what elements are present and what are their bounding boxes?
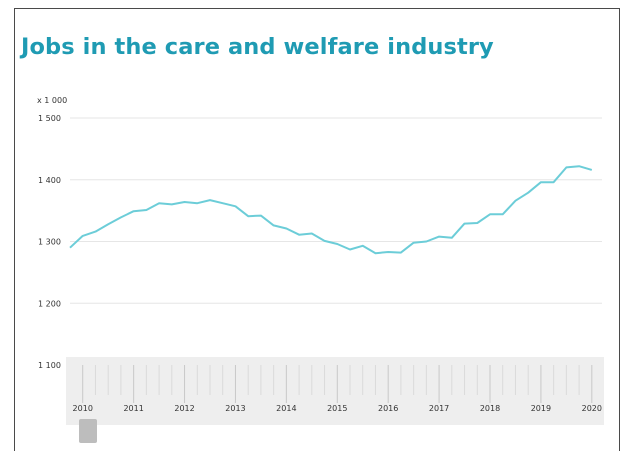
gridlines bbox=[70, 117, 602, 366]
y-tick-label: 1 500 bbox=[38, 114, 61, 123]
series-group bbox=[69, 165, 593, 255]
chart-title: Jobs in the care and welfare industry bbox=[21, 34, 494, 60]
navigator-background[interactable] bbox=[66, 357, 604, 425]
x-tick-label: 2019 bbox=[531, 404, 551, 413]
x-tick-label: 2011 bbox=[123, 404, 143, 413]
y-axis-unit-label: x 1 000 bbox=[37, 96, 67, 105]
x-tick-label: 2020 bbox=[582, 404, 602, 413]
x-tick-label: 2012 bbox=[174, 404, 194, 413]
x-tick-label: 2016 bbox=[378, 404, 398, 413]
chart-frame bbox=[14, 8, 620, 451]
x-tick-label: 2010 bbox=[73, 404, 93, 413]
y-tick-label: 1 300 bbox=[38, 238, 61, 247]
x-tick-label: 2017 bbox=[429, 404, 449, 413]
x-tick-label: 2018 bbox=[480, 404, 500, 413]
y-axis-labels: 1 100 1 200 1 300 1 400 1 500 bbox=[38, 114, 61, 370]
x-tick-label: 2013 bbox=[225, 404, 245, 413]
x-tick-label: 2014 bbox=[276, 404, 296, 413]
series-line bbox=[69, 165, 593, 255]
x-axis-labels: 2010 2011 2012 2013 2014 2015 2016 2017 2018 2019… bbox=[73, 404, 602, 413]
y-tick-label: 1 400 bbox=[38, 176, 61, 185]
y-tick-label: 1 100 bbox=[38, 361, 61, 370]
navigator-left-handle[interactable] bbox=[79, 419, 97, 443]
x-tick-label: 2015 bbox=[327, 404, 347, 413]
range-navigator[interactable] bbox=[66, 357, 604, 443]
y-tick-label: 1 200 bbox=[38, 299, 61, 308]
